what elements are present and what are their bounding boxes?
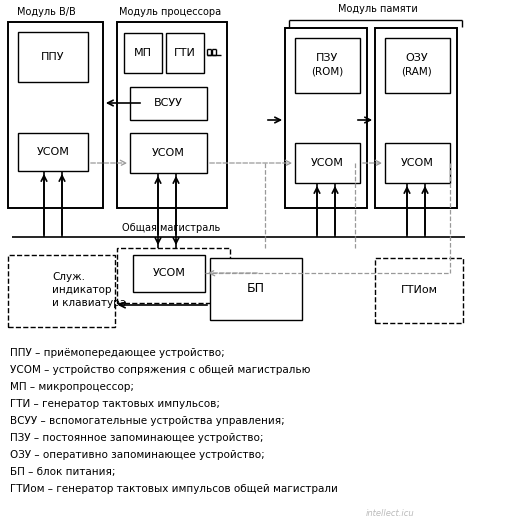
Text: и клавиатура: и клавиатура: [52, 298, 126, 308]
Bar: [117, 22, 227, 208]
Bar: [18, 32, 88, 82]
Text: УСОМ – устройство сопряжения с общей магистралью: УСОМ – устройство сопряжения с общей маг…: [10, 365, 310, 375]
Text: (ROM): (ROM): [310, 67, 343, 77]
Text: (RAM): (RAM): [401, 67, 432, 77]
Text: intellect.icu: intellect.icu: [365, 509, 413, 518]
Text: УСОМ: УСОМ: [151, 148, 184, 158]
Bar: [285, 28, 366, 208]
Bar: [165, 33, 204, 73]
Text: ГТИом: ГТИом: [400, 285, 437, 295]
Bar: [117, 248, 230, 303]
Text: ППУ – приёмопередающее устройство;: ППУ – приёмопередающее устройство;: [10, 348, 224, 358]
Bar: [374, 258, 462, 323]
Text: ПЗУ – постоянное запоминающее устройство;: ПЗУ – постоянное запоминающее устройство…: [10, 433, 263, 443]
Text: УСОМ: УСОМ: [400, 158, 433, 168]
Text: ВСУУ: ВСУУ: [153, 98, 182, 108]
Text: Общая магистраль: Общая магистраль: [122, 223, 220, 233]
Text: МП – микропроцессор;: МП – микропроцессор;: [10, 382, 134, 392]
Text: ГТИом – генератор тактовых импульсов общей магистрали: ГТИом – генератор тактовых импульсов общ…: [10, 484, 337, 494]
Bar: [124, 33, 162, 73]
Text: МП: МП: [134, 48, 152, 58]
Text: ППУ: ППУ: [41, 52, 65, 62]
Bar: [8, 22, 103, 208]
Text: БП: БП: [246, 282, 265, 295]
Bar: [294, 38, 359, 93]
Bar: [294, 143, 359, 183]
Text: УСОМ: УСОМ: [37, 147, 69, 157]
Text: индикатор: индикатор: [52, 285, 111, 295]
Text: УСОМ: УСОМ: [310, 158, 343, 168]
Text: ОЗУ – оперативно запоминающее устройство;: ОЗУ – оперативно запоминающее устройство…: [10, 450, 264, 460]
Bar: [384, 143, 449, 183]
Bar: [210, 258, 301, 320]
Text: Модуль В/В: Модуль В/В: [17, 7, 75, 17]
Text: ГТИ: ГТИ: [174, 48, 195, 58]
Bar: [130, 133, 207, 173]
Bar: [374, 28, 456, 208]
Bar: [130, 87, 207, 120]
Text: УСОМ: УСОМ: [152, 268, 185, 278]
Bar: [384, 38, 449, 93]
Bar: [8, 255, 115, 327]
Text: ПЗУ: ПЗУ: [315, 53, 337, 63]
Text: Служ.: Служ.: [52, 272, 85, 282]
Text: БП – блок питания;: БП – блок питания;: [10, 467, 115, 477]
Text: Модуль памяти: Модуль памяти: [337, 4, 417, 14]
Text: ОЗУ: ОЗУ: [405, 53, 428, 63]
Bar: [18, 133, 88, 171]
Text: ГТИ – генератор тактовых импульсов;: ГТИ – генератор тактовых импульсов;: [10, 399, 219, 409]
Text: ВСУУ – вспомогательные устройства управления;: ВСУУ – вспомогательные устройства управл…: [10, 416, 284, 426]
Text: Модуль процессора: Модуль процессора: [119, 7, 220, 17]
Bar: [133, 255, 205, 292]
